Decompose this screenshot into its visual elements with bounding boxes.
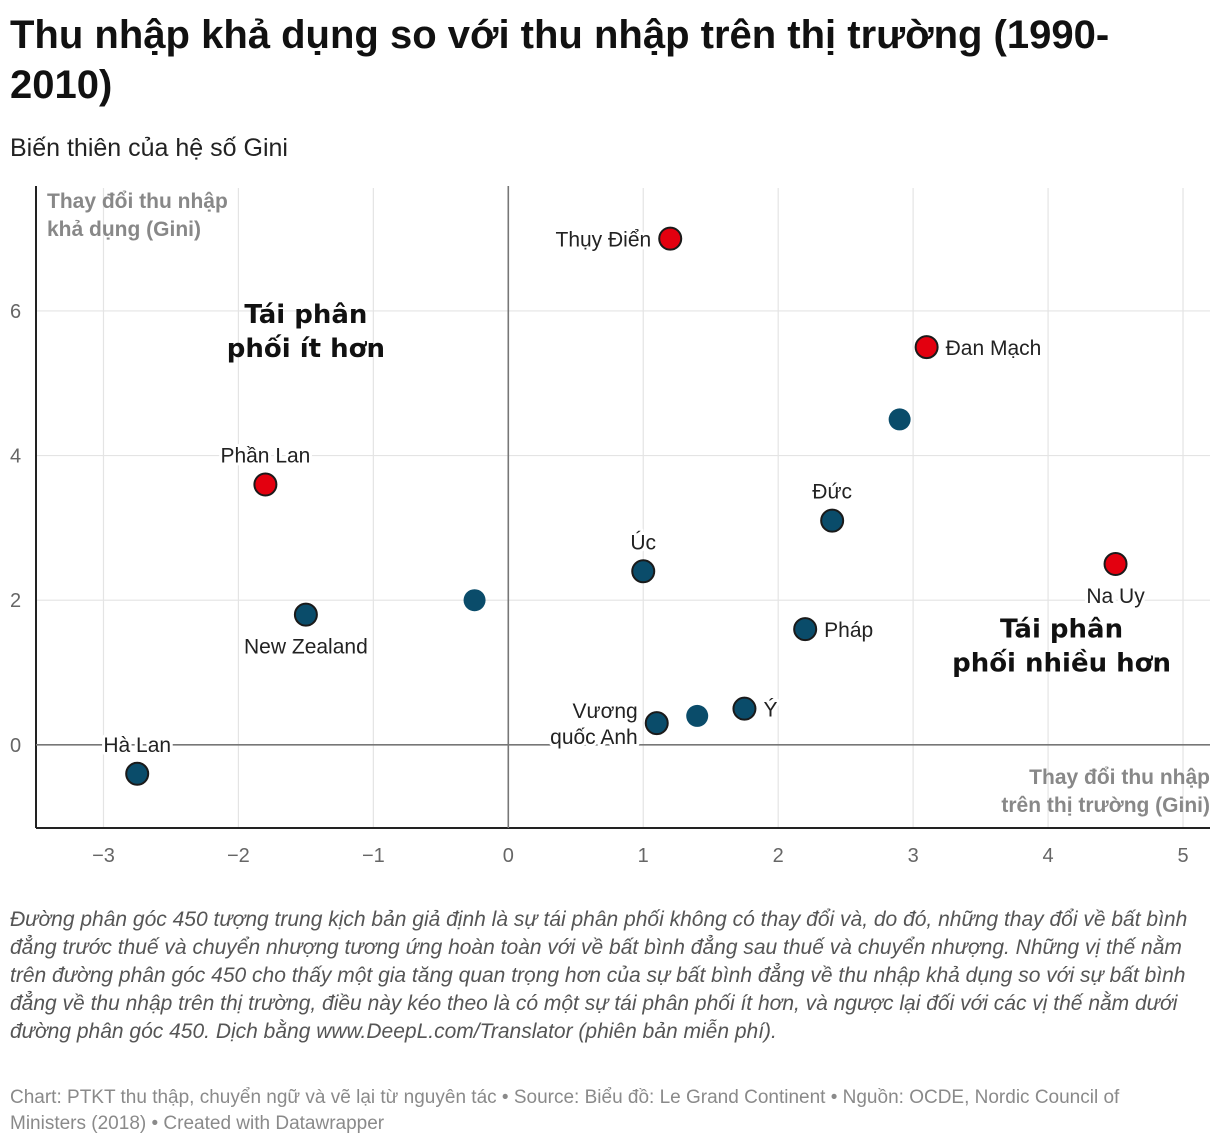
- y-tick-label: 6: [10, 301, 21, 323]
- point-label: Thụy Điển: [556, 229, 652, 252]
- chart-title: Thu nhập khả dụng so với thu nhập trên t…: [10, 13, 1110, 107]
- data-point: [1103, 552, 1128, 577]
- point-label-halo: Ý: [763, 699, 777, 722]
- data-point: [914, 335, 939, 360]
- x-tick-label: 4: [1043, 845, 1054, 867]
- point-label-halo: Vương: [573, 700, 638, 723]
- point-label: Úc: [630, 531, 656, 554]
- point-label-halo: Thụy Điển: [556, 229, 652, 252]
- data-point: [686, 704, 709, 727]
- x-tick-label: −1: [362, 845, 385, 867]
- y-tick-label: 4: [10, 446, 21, 468]
- x-tick-label: 3: [908, 845, 919, 867]
- data-point: [793, 617, 818, 642]
- point-label-halo: quốc Anh: [550, 726, 638, 749]
- data-point: [631, 559, 656, 584]
- axes-layer: [35, 186, 1210, 829]
- data-point: [463, 589, 486, 612]
- quadrant-label: Tái phân: [1000, 615, 1123, 645]
- y-tick-label: 0: [10, 735, 21, 757]
- data-point: [644, 711, 669, 736]
- axis-titles: Thay đổi thu nhập khả dụng (Gini) Thay đổi…: [47, 190, 1210, 817]
- point-label: New Zealand: [244, 636, 368, 659]
- scatter-chart: −3 −2 −1 0 1 2 3 4 5 0 2 4 6 Thay đổi thu nhập khả dụ…: [10, 186, 1210, 867]
- x-tick-label: 5: [1177, 845, 1188, 867]
- point-label: Phần Lan: [220, 444, 310, 467]
- data-point: [253, 472, 278, 497]
- point-label-halo: Hà Lan: [103, 734, 171, 757]
- x-tick-label: −2: [227, 845, 250, 867]
- methodology-note: Đường phân góc 450 tượng trung kịch bản …: [10, 908, 1188, 1043]
- y-tick-label: 2: [10, 590, 21, 612]
- data-point: [293, 602, 318, 627]
- data-point: [658, 226, 683, 251]
- x-axis-title: Thay đổi thu nhập: [1029, 766, 1210, 789]
- x-tick-label: 0: [503, 845, 514, 867]
- point-label-halo: Đức: [812, 481, 852, 504]
- data-point: [732, 696, 757, 721]
- grid-layer: [36, 188, 1210, 828]
- point-label-halo: New Zealand: [244, 636, 368, 659]
- point-label: Ý: [763, 699, 777, 722]
- quadrant-label: Tái phân: [244, 300, 367, 330]
- point-label: Na Uy: [1086, 585, 1145, 608]
- point-label-halo: Na Uy: [1086, 585, 1145, 608]
- source-credit: Chart: PTKT thu thập, chuyển ngữ và vẽ l…: [10, 1087, 1120, 1134]
- point-label-halo: Úc: [630, 531, 656, 554]
- point-label: Hà Lan: [103, 734, 171, 757]
- tick-labels: −3 −2 −1 0 1 2 3 4 5 0 2 4 6: [10, 301, 1189, 867]
- data-point: [820, 508, 845, 533]
- y-axis-title: khả dụng (Gini): [47, 218, 201, 241]
- y-axis-title: Thay đổi thu nhập: [47, 190, 228, 213]
- x-tick-label: 1: [638, 845, 649, 867]
- point-label-halo: Phần Lan: [220, 444, 310, 467]
- point-label-halo: Pháp: [824, 619, 873, 642]
- point-label: quốc Anh: [550, 726, 638, 749]
- point-label: Đức: [812, 481, 852, 504]
- point-label: Vương: [573, 700, 638, 723]
- chart-subtitle: Biến thiên của hệ số Gini: [10, 134, 288, 162]
- point-label-halo: Đan Mạch: [946, 337, 1042, 360]
- point-label: Pháp: [824, 619, 873, 642]
- quadrant-label: phối ít hơn: [227, 333, 385, 364]
- x-tick-label: −3: [92, 845, 115, 867]
- x-tick-label: 2: [773, 845, 784, 867]
- data-point: [125, 761, 150, 786]
- x-axis-title: trên thị trường (Gini): [1001, 794, 1210, 817]
- data-points: [125, 226, 1128, 786]
- quadrant-label: phối nhiều hơn: [952, 648, 1171, 679]
- point-label: Đan Mạch: [946, 337, 1042, 360]
- data-point: [888, 408, 911, 431]
